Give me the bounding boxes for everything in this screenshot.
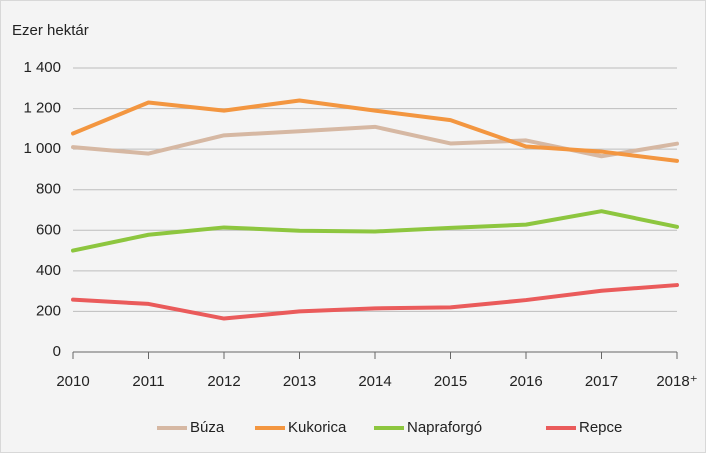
x-tick-label: 2010 xyxy=(56,373,89,390)
series-line xyxy=(71,98,679,163)
legend-label: Repce xyxy=(579,419,622,436)
x-tick-label: 2014 xyxy=(358,373,391,390)
y-tick-label: 800 xyxy=(36,181,61,198)
legend-label: Kukorica xyxy=(288,419,347,436)
legend-label: Napraforgó xyxy=(407,419,482,436)
series-line xyxy=(71,209,679,253)
series-line xyxy=(71,283,679,321)
legend-label: Búza xyxy=(190,419,225,436)
x-tick-label: 2018⁺ xyxy=(656,373,697,390)
x-tick-label: 2016 xyxy=(509,373,542,390)
y-axis-label: Ezer hektár xyxy=(12,22,89,39)
y-tick-label: 0 xyxy=(53,343,61,360)
y-tick-label: 600 xyxy=(36,221,61,238)
y-tick-label: 400 xyxy=(36,262,61,279)
y-tick-label: 1 000 xyxy=(23,140,61,157)
x-tick-label: 2017 xyxy=(585,373,618,390)
y-tick-label: 1 200 xyxy=(23,100,61,117)
x-tick-label: 2015 xyxy=(434,373,467,390)
x-tick-label: 2013 xyxy=(283,373,316,390)
y-tick-label: 200 xyxy=(36,302,61,319)
x-tick-label: 2012 xyxy=(207,373,240,390)
x-tick-label: 2011 xyxy=(132,373,164,390)
y-tick-label: 1 400 xyxy=(23,59,61,76)
